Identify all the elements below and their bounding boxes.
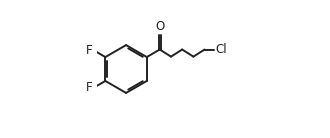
Text: F: F — [86, 81, 92, 94]
Text: Cl: Cl — [215, 43, 227, 56]
Text: O: O — [155, 20, 164, 33]
Text: F: F — [86, 44, 92, 57]
